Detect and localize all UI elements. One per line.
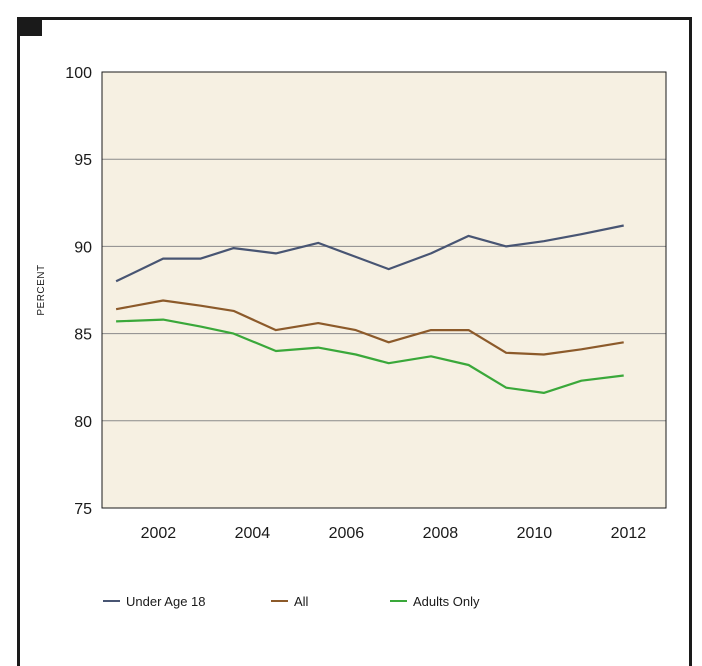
legend-item: Under Age 18 bbox=[103, 592, 206, 610]
legend-swatch bbox=[390, 600, 407, 602]
series-line-adults-only bbox=[116, 318, 624, 394]
y-tick-label: 85 bbox=[74, 327, 92, 344]
plot-area bbox=[102, 72, 666, 508]
series-line-all bbox=[115, 299, 624, 356]
series-line-under-age-18 bbox=[115, 224, 624, 283]
x-tick-label: 2008 bbox=[423, 525, 459, 542]
legend-label: All bbox=[294, 593, 309, 609]
legend-item: All bbox=[271, 592, 308, 610]
x-tick-label: 2010 bbox=[517, 525, 553, 542]
y-axis-label: PERCENT bbox=[36, 264, 47, 315]
plot-border bbox=[101, 71, 667, 509]
legend-label: Under Age 18 bbox=[126, 593, 206, 609]
legend-label: Adults Only bbox=[413, 593, 480, 609]
x-tick-label: 2012 bbox=[611, 525, 647, 542]
corner-marker bbox=[17, 17, 42, 36]
chart-frame bbox=[17, 17, 692, 666]
legend-swatch bbox=[271, 600, 288, 602]
x-tick-label: 2002 bbox=[141, 525, 177, 542]
y-tick-label: 75 bbox=[74, 501, 92, 518]
y-tick-label: 90 bbox=[74, 239, 92, 256]
y-tick-label: 100 bbox=[65, 65, 92, 82]
y-tick-label: 95 bbox=[74, 152, 92, 169]
legend-item: Adults Only bbox=[390, 592, 479, 610]
x-tick-label: 2004 bbox=[235, 525, 271, 542]
y-tick-label: 80 bbox=[74, 414, 92, 431]
legend-swatch bbox=[103, 600, 120, 602]
x-tick-label: 2006 bbox=[329, 525, 365, 542]
